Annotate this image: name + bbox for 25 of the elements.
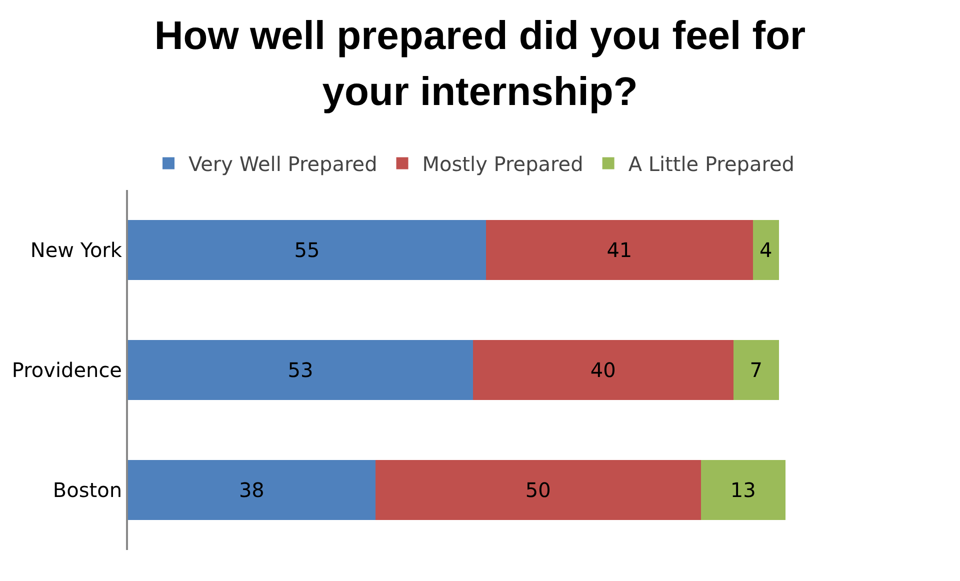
bar [472,340,734,400]
bar [700,460,786,520]
legend-label: Mostly Prepared [422,152,584,176]
bar [128,460,376,520]
data-label: 40 [590,358,616,382]
data-label: 13 [730,478,756,502]
y-tick-label: Providence [12,358,122,382]
legend-label: Very Well Prepared [188,152,378,176]
data-label: 41 [606,238,632,262]
y-tick-label: New York [30,238,122,262]
bar [486,220,753,280]
data-label: 38 [238,478,264,502]
data-label: 50 [525,478,551,502]
data-label: 55 [294,238,320,262]
data-label: 53 [288,358,314,382]
data-label: 4 [760,238,772,262]
bar [128,220,486,280]
data-label: 7 [750,358,762,382]
y-tick-label: Boston [52,478,122,502]
bar [733,340,779,400]
legend-label: A Little Prepared [628,152,794,176]
bar [752,220,779,280]
bar [375,460,701,520]
chart-title: How well prepared did you feel for your internship? [153,13,807,116]
bar [128,340,473,400]
